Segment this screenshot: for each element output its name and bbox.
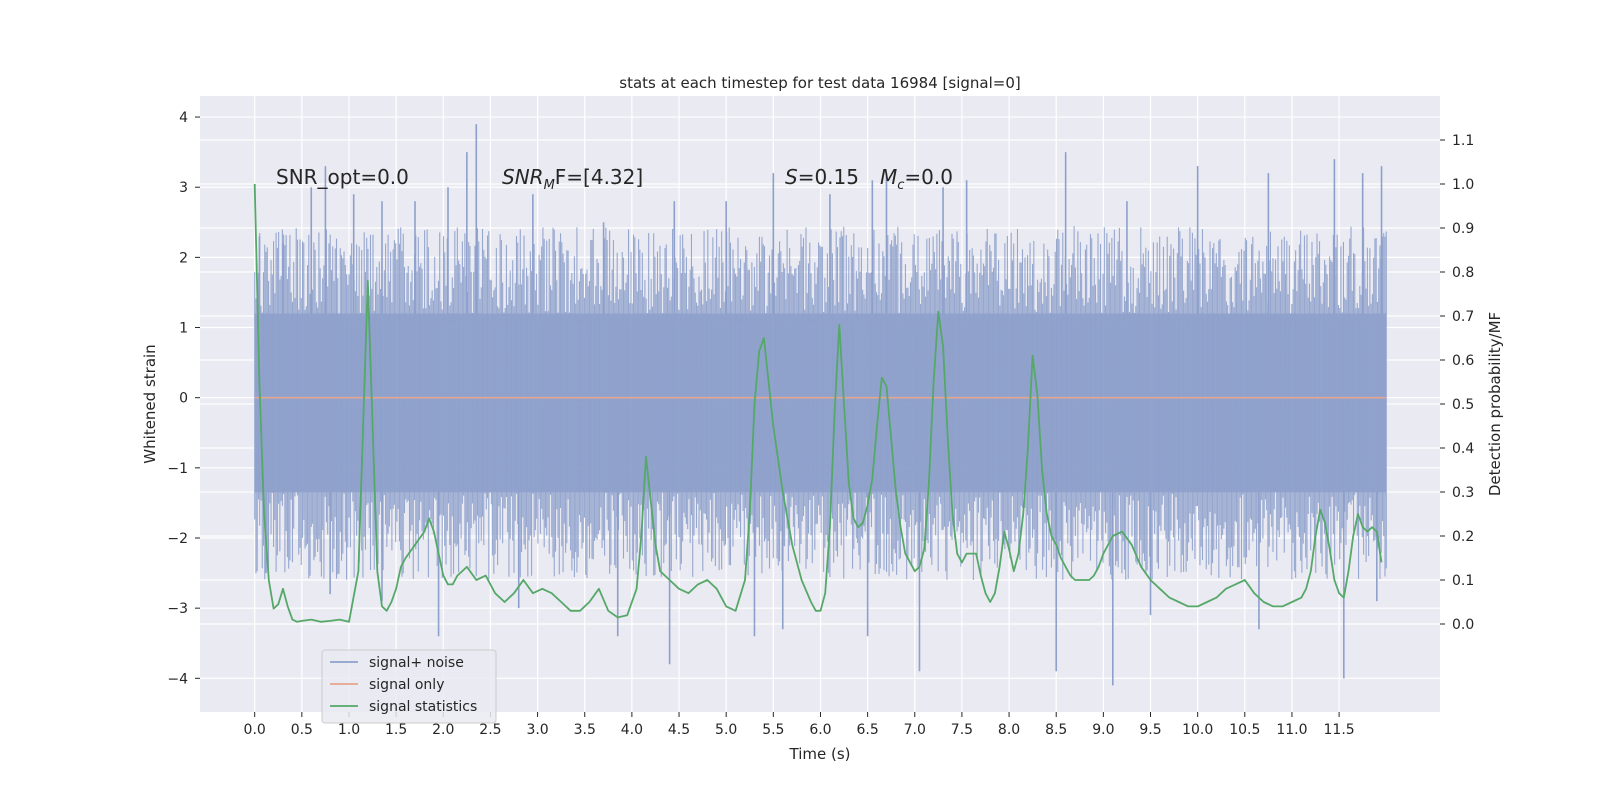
- y-left-axis-ticks: −4 −3 −2 −1 0 1 2 3 4: [167, 110, 200, 687]
- x-tick-label: 3.5: [574, 722, 596, 738]
- legend-label-signal-noise: signal+ noise: [369, 655, 464, 671]
- x-axis-ticks: 0.0 0.5 1.0 1.5 2.0 2.5 3.0 3.5 4.0 4.5 5.0 5.5 6.0 6…: [244, 712, 1355, 738]
- x-tick-label: 7.0: [904, 722, 926, 738]
- x-tick-label: 7.5: [951, 722, 973, 738]
- y-left-tick-label: 0: [179, 391, 188, 407]
- signal-noise-series: [254, 124, 1387, 686]
- x-tick-label: 10.0: [1182, 722, 1213, 738]
- x-tick-label: 8.5: [1045, 722, 1067, 738]
- y-right-tick-label: 0.5: [1452, 397, 1474, 413]
- annotation-mc: Mc=0.0: [880, 165, 953, 193]
- x-axis-label: Time (s): [789, 745, 851, 763]
- x-tick-label: 0.0: [244, 722, 266, 738]
- x-tick-label: 4.0: [621, 722, 643, 738]
- y-right-tick-label: 0.0: [1452, 617, 1474, 633]
- x-tick-label: 1.5: [385, 722, 407, 738]
- y-right-axis-ticks: 0.0 0.1 0.2 0.3 0.4 0.5 0.6 0.7 0.8 0.9 1.0 1.1: [1440, 133, 1474, 633]
- y-left-tick-label: 2: [179, 250, 188, 266]
- x-tick-label: 5.5: [762, 722, 784, 738]
- signal-statistics-series: [253, 183, 1383, 623]
- x-tick-label: 2.0: [432, 722, 454, 738]
- legend-label-signal-only: signal only: [369, 677, 444, 693]
- y-right-tick-label: 0.8: [1452, 265, 1474, 281]
- x-tick-label: 11.0: [1276, 722, 1307, 738]
- legend: signal+ noise signal only signal statist…: [321, 649, 497, 724]
- annotations: SNR_opt=0.0 SNRMF=[4.32] S=0.15 Mc=0.0: [276, 165, 953, 193]
- x-tick-label: 5.0: [715, 722, 737, 738]
- y-right-tick-label: 0.7: [1452, 309, 1474, 325]
- x-tick-label: 0.5: [291, 722, 313, 738]
- legend-box: [321, 649, 497, 724]
- x-tick-label: 1.0: [338, 722, 360, 738]
- y-right-axis-label: Detection probability/MF: [1486, 312, 1504, 496]
- x-tick-label: 10.5: [1229, 722, 1260, 738]
- annotation-s: S=0.15: [785, 165, 859, 189]
- x-tick-label: 9.5: [1139, 722, 1161, 738]
- legend-label-signal-statistics: signal statistics: [369, 699, 477, 715]
- y-right-tick-label: 0.6: [1452, 353, 1474, 369]
- y-right-tick-label: 0.2: [1452, 529, 1474, 545]
- x-tick-label: 9.0: [1092, 722, 1114, 738]
- y-right-tick-label: 0.1: [1452, 573, 1474, 589]
- x-tick-label: 4.5: [668, 722, 690, 738]
- y-right-tick-label: 0.4: [1452, 441, 1474, 457]
- x-tick-label: 8.0: [998, 722, 1020, 738]
- signal-statistics-line: [253, 183, 1383, 623]
- x-tick-label: 6.0: [809, 722, 831, 738]
- chart-title: stats at each timestep for test data 169…: [619, 74, 1020, 92]
- x-tick-label: 2.5: [479, 722, 501, 738]
- y-left-tick-label: 1: [179, 321, 188, 337]
- y-right-tick-label: 0.9: [1452, 221, 1474, 237]
- y-right-tick-label: 1.1: [1452, 133, 1474, 149]
- y-left-tick-label: −4: [167, 671, 188, 687]
- y-left-tick-label: 4: [179, 110, 188, 126]
- y-left-tick-label: −3: [167, 601, 188, 617]
- y-left-axis-label: Whitened strain: [141, 344, 159, 463]
- y-left-tick-label: 3: [179, 180, 188, 196]
- annotation-snr-opt: SNR_opt=0.0: [276, 165, 409, 189]
- x-tick-label: 6.5: [856, 722, 878, 738]
- y-left-tick-label: −1: [167, 461, 188, 477]
- y-right-tick-label: 1.0: [1452, 177, 1474, 193]
- x-tick-label: 3.0: [526, 722, 548, 738]
- annotation-snr-mf: SNRMF=[4.32]: [502, 165, 643, 193]
- x-tick-label: 11.5: [1324, 722, 1355, 738]
- y-left-tick-label: −2: [167, 531, 188, 547]
- y-right-tick-label: 0.3: [1452, 485, 1474, 501]
